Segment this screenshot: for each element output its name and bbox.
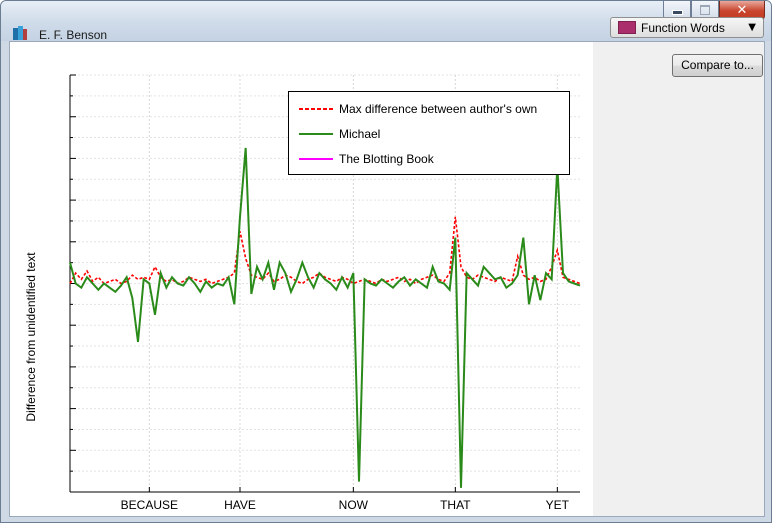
dropdown-selected-label: Function Words bbox=[641, 21, 725, 35]
x-tick-label: BECAUSE bbox=[121, 498, 178, 512]
legend-item-michael: Michael bbox=[299, 126, 380, 142]
y-axis-label: Difference from unidentified text bbox=[24, 252, 38, 422]
legend-label: The Blotting Book bbox=[339, 152, 434, 166]
chart-legend: Max difference between author's own Mich… bbox=[288, 91, 570, 175]
series-line-1 bbox=[69, 147, 581, 488]
x-tick-label: THAT bbox=[440, 498, 471, 512]
x-tick-label: NOW bbox=[339, 498, 369, 512]
legend-item-blotting-book: The Blotting Book bbox=[299, 151, 434, 167]
maximize-icon bbox=[700, 5, 710, 15]
chevron-down-icon: ▼ bbox=[748, 22, 756, 33]
legend-swatch-magenta bbox=[299, 158, 333, 160]
series-line-0 bbox=[69, 216, 581, 285]
minimize-icon bbox=[671, 10, 683, 15]
window-title: E. F. Benson bbox=[39, 28, 108, 42]
x-tick-label: YET bbox=[546, 498, 570, 512]
color-swatch bbox=[618, 21, 636, 34]
legend-swatch-dashed-red bbox=[299, 108, 333, 110]
legend-swatch-green bbox=[299, 133, 333, 135]
x-tick-label: HAVE bbox=[224, 498, 256, 512]
plot-panel: BECAUSE HAVE NOW THAT YET Difference from un… bbox=[10, 42, 593, 516]
legend-label: Max difference between author's own bbox=[339, 102, 538, 116]
word-set-dropdown[interactable]: Function Words ▼ bbox=[610, 17, 764, 38]
legend-label: Michael bbox=[339, 127, 381, 141]
client-area: BECAUSE HAVE NOW THAT YET Difference from un… bbox=[9, 41, 765, 517]
legend-item-max-difference: Max difference between author's own bbox=[299, 101, 537, 117]
compare-button[interactable]: Compare to... bbox=[672, 54, 763, 77]
window-controls: ✕ bbox=[663, 1, 765, 21]
close-icon: ✕ bbox=[736, 2, 748, 18]
maximize-button[interactable] bbox=[691, 1, 719, 20]
line-chart: BECAUSE HAVE NOW THAT YET bbox=[69, 74, 581, 512]
books-icon bbox=[13, 26, 27, 40]
